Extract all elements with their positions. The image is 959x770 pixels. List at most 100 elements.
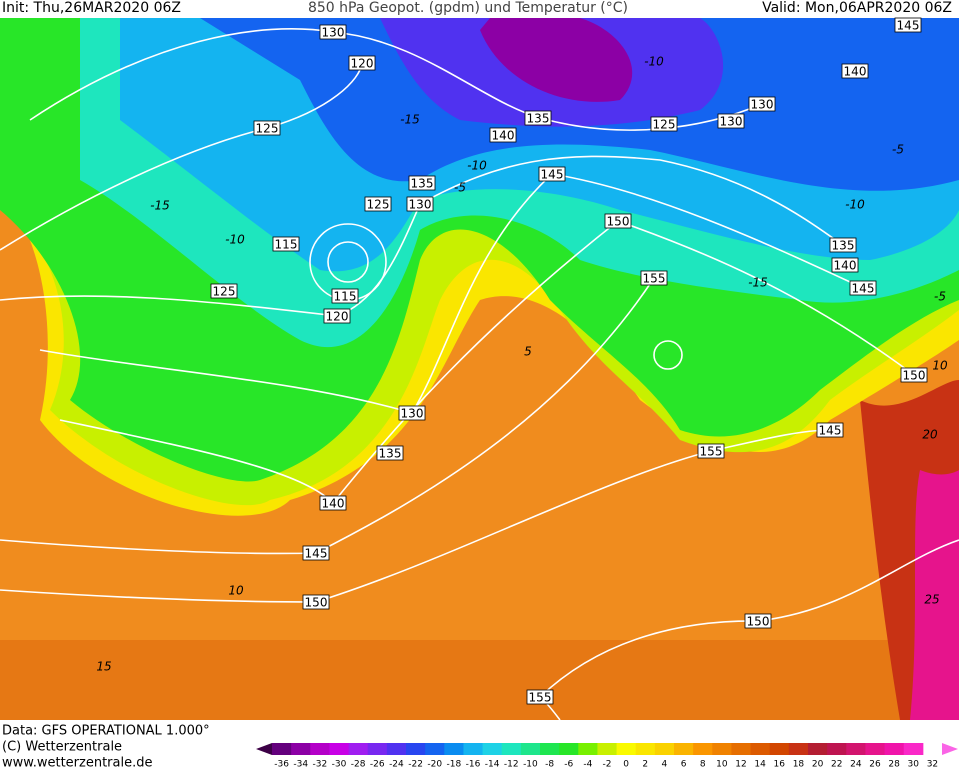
label-box (697, 443, 725, 459)
geopotential-label: 135 (527, 112, 550, 126)
colorbar-label: 4 (662, 760, 668, 770)
label-box (302, 594, 330, 610)
label-box (640, 270, 668, 286)
colorbar-swatch (425, 743, 445, 755)
colorbar-swatch (501, 743, 522, 755)
geopotential-label: 115 (334, 290, 357, 304)
colorbar-swatch (712, 743, 732, 755)
temperature-label: 10 (932, 359, 948, 373)
colorbar-swatch (788, 743, 809, 755)
colorbar-swatch (769, 743, 790, 755)
temperature-label: 10 (228, 584, 244, 598)
label-box (364, 196, 392, 212)
colorbar-label: 16 (774, 760, 786, 770)
colorbar-label: 10 (716, 760, 728, 770)
geopotential-label: 145 (819, 424, 842, 438)
colorbar-label: 2 (642, 760, 648, 770)
colorbar-swatch (329, 743, 350, 755)
geopotential-label: 150 (747, 615, 770, 629)
label-box (406, 196, 434, 212)
geopotential-label: 125 (653, 118, 676, 132)
colorbar-swatch (463, 743, 484, 755)
colorbar-label: -34 (293, 760, 308, 770)
colorbar-swatch (903, 743, 924, 755)
geopotential-label: 115 (275, 238, 298, 252)
temperature-label: -5 (934, 290, 946, 304)
colorbar-label: -36 (274, 760, 289, 770)
label-box (900, 367, 928, 383)
label-box (323, 308, 351, 324)
colorbar-swatch (367, 743, 388, 755)
geopotential-label: 130 (401, 407, 424, 421)
colorbar-swatch (406, 743, 426, 755)
label-box (744, 613, 772, 629)
colorbar-label: -32 (313, 760, 328, 770)
colorbar-label: 6 (681, 760, 687, 770)
colorbar-arrow-high (942, 743, 958, 755)
label-box (849, 280, 877, 296)
colorbar-label: -8 (545, 760, 554, 770)
colorbar-arrow-low (256, 743, 272, 755)
colorbar-label: -30 (332, 760, 347, 770)
label-box (398, 405, 426, 421)
geopotential-label: 145 (852, 282, 875, 296)
label-box (717, 113, 745, 129)
colorbar-label: 28 (888, 760, 900, 770)
colorbar-label: -20 (427, 760, 442, 770)
label-box (841, 63, 869, 79)
geopotential-label: 155 (700, 445, 723, 459)
colorbar-label: -12 (504, 760, 519, 770)
geopotential-label: 140 (492, 129, 515, 143)
colorbar-label: 14 (754, 760, 766, 770)
colorbar-label: 8 (700, 760, 706, 770)
colorbar-swatch (597, 743, 618, 755)
label-box (816, 422, 844, 438)
label-box (319, 24, 347, 40)
colorbar-swatch (693, 743, 713, 755)
colorbar-label: 26 (869, 760, 881, 770)
geopotential-label: 135 (832, 239, 855, 253)
contour-labels: 130 120 125 135 125 130 130 140 140 145 145 135 125 1… (96, 17, 948, 705)
copyright: (C) Wetterzentrale (2, 740, 122, 755)
colorbar-swatch (444, 743, 464, 755)
temperature-label: -10 (644, 55, 664, 69)
temperature-label: -15 (150, 199, 170, 213)
website: www.wetterzentrale.de (2, 756, 152, 770)
colorbar-swatch (827, 743, 847, 755)
geopotential-label: 145 (305, 547, 328, 561)
geopotential-label: 150 (607, 215, 630, 229)
label-box (348, 55, 376, 71)
temperature-label: 25 (924, 593, 939, 607)
colorbar-label: -10 (523, 760, 538, 770)
colorbar-swatch (482, 743, 503, 755)
colorbar-swatch (635, 743, 656, 755)
colorbar-swatch (808, 743, 828, 755)
map-background (0, 18, 959, 720)
label-box (526, 689, 554, 705)
colorbar-swatch (884, 743, 905, 755)
map-title: 850 hPa Geopot. (gpdm) und Temperatur (°… (308, 0, 628, 16)
label-box (272, 236, 300, 252)
colorbar-label: 32 (927, 760, 938, 770)
colorbar-swatch (386, 743, 407, 755)
colorbar-swatch (731, 743, 752, 755)
geopotential-label: 145 (897, 19, 920, 33)
colorbar-label: -16 (466, 760, 481, 770)
colorbar-label: 20 (812, 760, 824, 770)
geopotential-label: 140 (844, 65, 867, 79)
label-box (524, 110, 552, 126)
temperature-label: -15 (400, 113, 420, 127)
colorbar-label: -26 (370, 760, 385, 770)
colorbar-label: 0 (623, 760, 629, 770)
colorbar-swatch (616, 743, 637, 755)
geopotential-label: 135 (379, 447, 402, 461)
geopotential-label: 125 (213, 285, 236, 299)
temperature-label: 15 (96, 660, 111, 674)
data-source: Data: GFS OPERATIONAL 1.000° (2, 724, 210, 739)
geopotential-label: 120 (326, 310, 349, 324)
colorbar: -36 -34 -32 -30 -28 -26 -24 -22 -20 -18 -16 -14 -12-… (256, 743, 958, 770)
temperature-label: -5 (454, 181, 466, 195)
colorbar-label: 12 (735, 760, 746, 770)
temperature-label: 5 (524, 345, 532, 359)
